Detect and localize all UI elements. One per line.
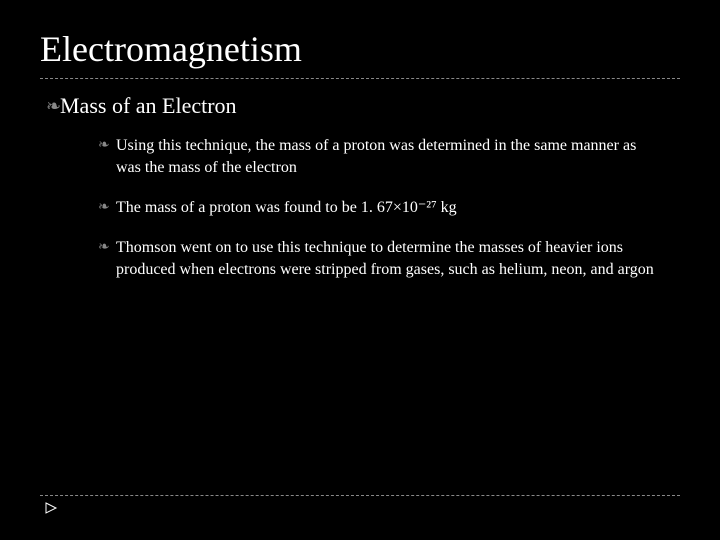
body-text: Using this technique, the mass of a prot… (116, 135, 680, 179)
footer-arrow-icon (44, 501, 58, 520)
body-text: Thomson went on to use this technique to… (116, 237, 680, 281)
body-text: The mass of a proton was found to be 1. … (116, 197, 477, 219)
flourish-bullet-icon: ❧ (98, 237, 116, 259)
subtitle-text: Mass of an Electron (60, 93, 237, 119)
body-point: ❧ Using this technique, the mass of a pr… (40, 135, 680, 179)
body-point: ❧ The mass of a proton was found to be 1… (40, 197, 680, 219)
subtitle-row: ❧ Mass of an Electron (40, 93, 680, 119)
footer-divider (40, 495, 680, 496)
flourish-bullet-icon: ❧ (98, 197, 116, 219)
slide-title: Electromagnetism (40, 28, 680, 70)
body-point: ❧ Thomson went on to use this technique … (40, 237, 680, 281)
flourish-bullet-icon: ❧ (46, 93, 60, 119)
title-divider (40, 78, 680, 79)
flourish-bullet-icon: ❧ (98, 135, 116, 157)
slide-container: Electromagnetism ❧ Mass of an Electron ❧… (0, 0, 720, 540)
